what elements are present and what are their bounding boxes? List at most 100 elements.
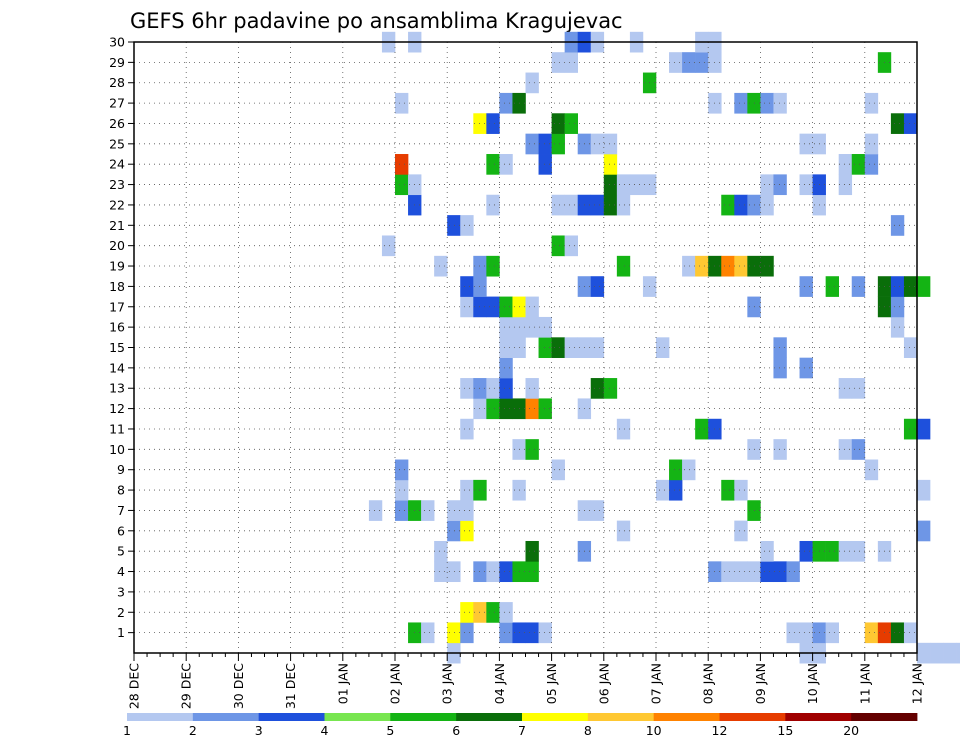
heatmap-cell [564,235,578,257]
heatmap-cell [825,622,839,644]
heatmap-cell [564,52,578,73]
heatmap-cell [760,255,774,277]
y-tick-label: 17 [109,299,125,314]
plot-frame [133,41,918,654]
colorbar-label: 3 [255,723,263,738]
colorbar-segment [653,713,720,721]
colorbar-label: 12 [712,723,728,738]
heatmap-cell [499,337,513,358]
heatmap-cell [499,378,513,399]
heatmap-cell [551,194,565,216]
heatmap-cell [538,133,552,155]
heatmap-cell [486,602,500,623]
colorbar-label: 4 [321,723,329,738]
heatmap-cell [734,520,748,542]
heatmap-cell [734,255,748,277]
heatmap-cell [890,215,905,236]
y-tick-label: 23 [109,177,125,192]
x-tick-label: 07 JAN [649,663,664,704]
heatmap-cell [395,500,409,521]
heatmap-cell [499,92,513,114]
heatmap-cell [590,276,605,297]
colorbar-segment [192,713,260,721]
heatmap-cell [917,642,931,664]
heatmap-cell [603,378,618,399]
heatmap-cell [917,520,931,542]
heatmap-cell [864,133,879,155]
heatmap-cell [525,296,539,318]
heatmap-cell [851,540,866,562]
y-tick-label: 13 [109,381,125,396]
heatmap-cell [499,398,513,420]
heatmap-cell [447,622,461,644]
heatmap-cell [603,133,618,155]
heatmap-cell [851,378,866,399]
heatmap-cell [525,561,539,583]
heatmap-cell [551,133,565,155]
heatmap-cell [838,378,853,399]
heatmap-cell [760,174,774,196]
heatmap-cell [447,215,461,236]
heatmap-cell [917,418,931,440]
heatmap-cell [773,561,787,583]
heatmap-cell [616,255,631,277]
heatmap-cell [564,113,578,134]
heatmap-cell [773,92,787,114]
y-tick-label: 25 [109,136,125,151]
heatmap-cell [421,622,435,644]
heatmap-cell [786,622,800,644]
y-tick-label: 11 [109,421,125,436]
heatmap-cell [903,418,918,440]
heatmap-cell [864,92,879,114]
heatmap-cell [447,500,461,521]
heatmap-cell [890,276,905,297]
x-tick-label: 12 JAN [910,663,925,704]
y-tick-label: 12 [109,401,125,416]
y-tick-label: 30 [109,35,125,50]
heatmap-cell [734,479,748,501]
heatmap-cell [721,479,735,501]
heatmap-cell [890,296,905,318]
heatmap-cell [421,500,435,521]
y-tick-label: 6 [117,523,125,538]
heatmap-cell [564,337,578,358]
heatmap-cell [656,337,670,358]
heatmap-cell [525,378,539,399]
heatmap-cell [525,398,539,420]
heatmap-cell [460,500,474,521]
heatmap-cell [616,174,631,196]
heatmap-cell [721,561,735,583]
heatmap-cell [499,296,513,318]
heatmap-cell [525,133,539,155]
heatmap-cell [551,52,565,73]
heatmap-cell [799,276,813,297]
heatmap-cell [956,642,960,664]
y-tick-label: 8 [117,483,125,498]
heatmap-cell [773,439,787,460]
colorbar-segment [719,713,786,721]
heatmap-cell [460,520,474,542]
heatmap-cell [499,602,513,623]
heatmap-cell [486,398,500,420]
x-tick-label: 29 DEC [179,663,194,709]
heatmap-cell [799,174,813,196]
y-tick-label: 2 [117,605,125,620]
heatmap-cell [551,113,565,134]
x-tick-label: 10 JAN [805,663,820,704]
y-axis: 1234567891011121314151617181920212223242… [109,35,134,640]
y-tick-label: 22 [109,197,125,212]
heatmap-cell [525,622,539,644]
heatmap-cell [499,622,513,644]
heatmap-cell [734,194,748,216]
x-tick-label: 03 JAN [440,663,455,704]
y-tick-label: 27 [109,96,125,111]
heatmap-cell [551,337,565,358]
heatmap-cell [695,418,709,440]
heatmap-cell [734,561,748,583]
heatmap-cell [460,215,474,236]
heatmap-cell [682,459,696,481]
heatmap-cell [603,154,618,175]
heatmap-cell [903,622,918,644]
heatmap-cell [434,540,448,562]
heatmap-cell [760,561,774,583]
